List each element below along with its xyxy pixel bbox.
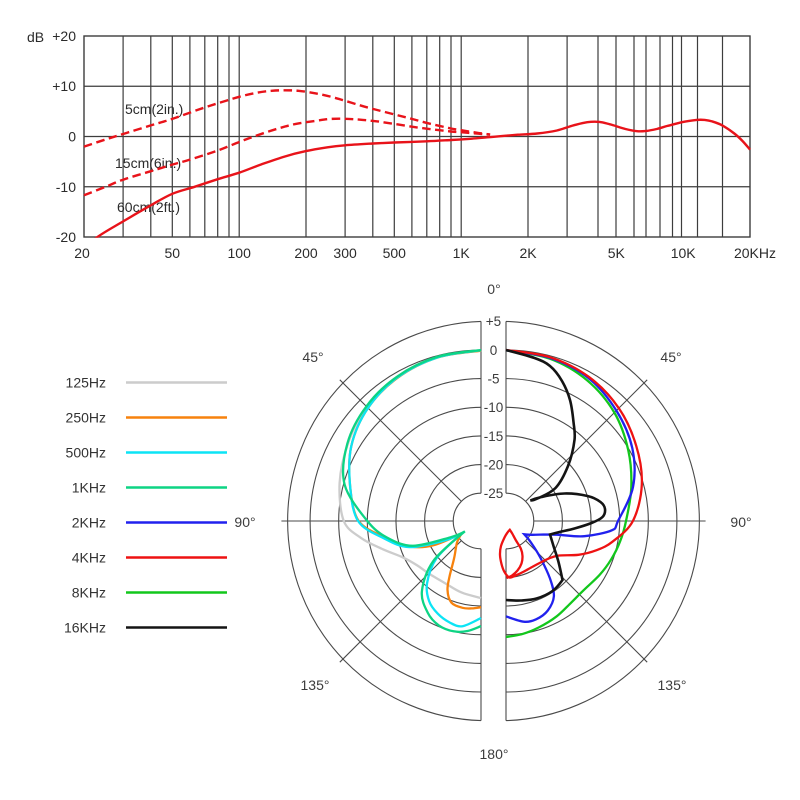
svg-text:500: 500	[383, 245, 407, 261]
svg-text:+20: +20	[52, 28, 76, 44]
svg-text:2KHz: 2KHz	[72, 515, 106, 531]
svg-text:90°: 90°	[730, 514, 751, 530]
svg-text:dB: dB	[27, 29, 44, 45]
svg-text:8KHz: 8KHz	[72, 585, 106, 601]
svg-text:0: 0	[68, 129, 76, 145]
svg-text:10K: 10K	[671, 245, 697, 261]
svg-text:200: 200	[294, 245, 318, 261]
svg-text:300: 300	[333, 245, 357, 261]
svg-text:16KHz: 16KHz	[64, 620, 106, 636]
svg-text:15cm(6in.): 15cm(6in.)	[115, 155, 181, 171]
svg-text:100: 100	[228, 245, 252, 261]
svg-text:500Hz: 500Hz	[66, 445, 106, 461]
svg-text:45°: 45°	[660, 349, 681, 365]
svg-text:20KHz: 20KHz	[734, 245, 776, 261]
svg-text:50: 50	[165, 245, 181, 261]
svg-text:-25: -25	[484, 486, 504, 501]
svg-text:-20: -20	[56, 229, 76, 245]
svg-text:90°: 90°	[234, 514, 255, 530]
svg-text:4KHz: 4KHz	[72, 550, 106, 566]
svg-text:-10: -10	[484, 400, 504, 415]
svg-text:135°: 135°	[658, 677, 687, 693]
svg-text:250Hz: 250Hz	[66, 410, 106, 426]
svg-text:0°: 0°	[487, 281, 500, 297]
svg-text:125Hz: 125Hz	[66, 375, 106, 391]
svg-text:+5: +5	[486, 314, 501, 329]
svg-text:2K: 2K	[519, 245, 537, 261]
svg-text:5K: 5K	[608, 245, 626, 261]
svg-text:-5: -5	[487, 371, 499, 386]
svg-text:5cm(2in.): 5cm(2in.)	[125, 101, 183, 117]
svg-text:-15: -15	[484, 429, 504, 444]
svg-text:45°: 45°	[302, 349, 323, 365]
svg-text:180°: 180°	[480, 746, 509, 762]
svg-text:-20: -20	[484, 457, 504, 472]
svg-text:1KHz: 1KHz	[72, 480, 106, 496]
svg-text:0: 0	[490, 343, 498, 358]
svg-text:1K: 1K	[453, 245, 471, 261]
svg-text:135°: 135°	[301, 677, 330, 693]
svg-text:20: 20	[74, 245, 90, 261]
svg-text:+10: +10	[52, 78, 76, 94]
svg-text:-10: -10	[56, 179, 76, 195]
